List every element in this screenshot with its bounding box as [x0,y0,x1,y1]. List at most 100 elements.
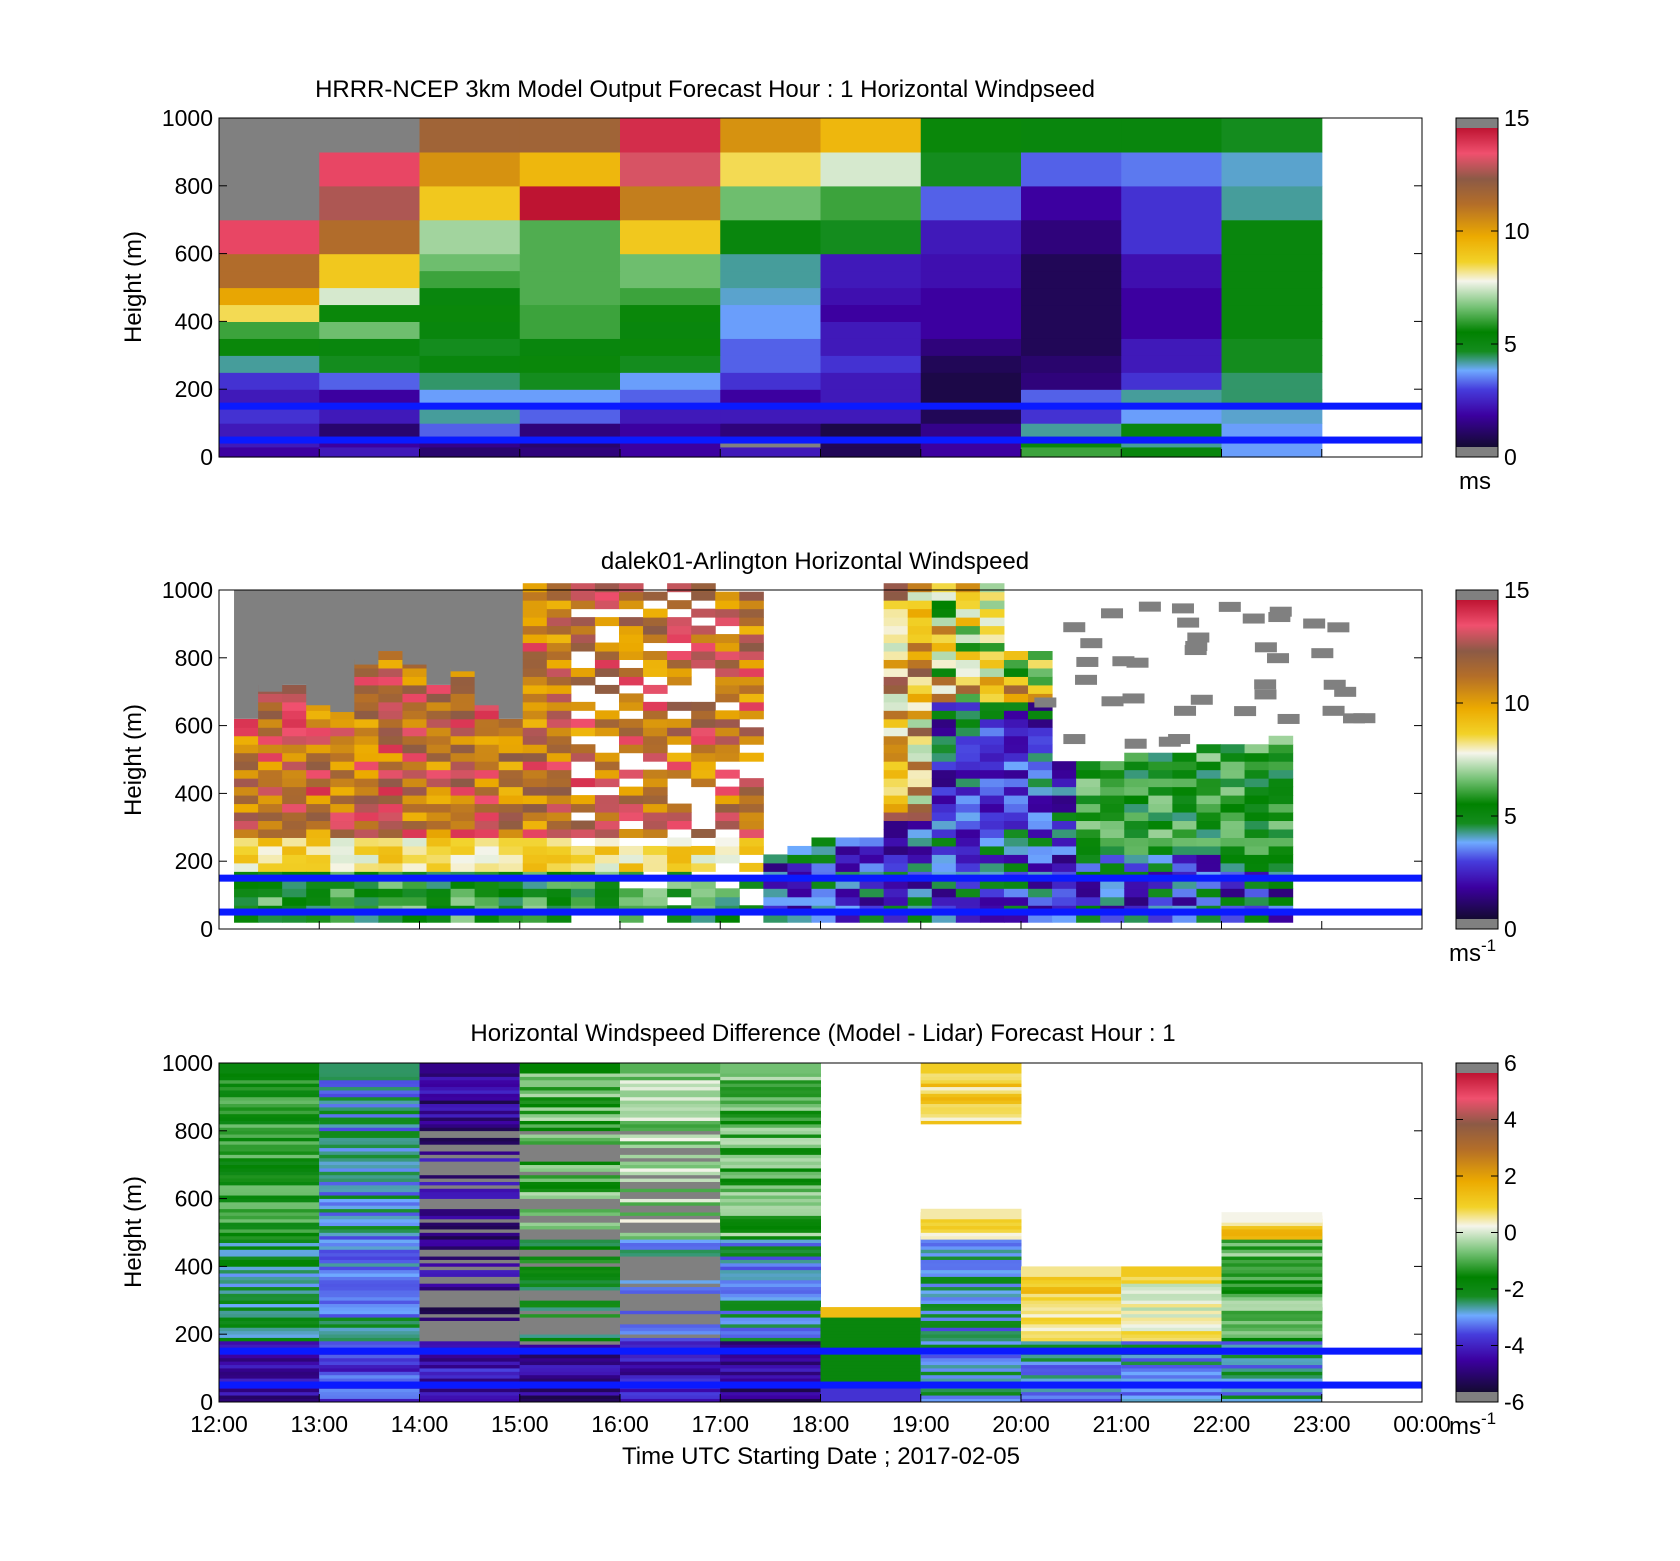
colorbar-unit: ms-1 [1449,1409,1496,1440]
heatmap-cell [883,735,909,745]
heatmap-cell [643,803,668,813]
heatmap-cell [319,151,421,187]
heatmap-cell [570,617,596,627]
heatmap-cell [667,600,692,610]
heatmap-cell [907,862,933,872]
heatmap-cell [907,896,933,906]
reference-height-line [219,874,1422,882]
heatmap-cell [955,888,981,898]
heatmap-cell [474,803,500,813]
heatmap-cell [883,828,909,838]
heatmap-cell [594,879,620,889]
heatmap-cell [739,879,764,889]
heatmap-cell [282,735,307,745]
heatmap-cell [354,786,379,796]
missing-data-cell [1254,679,1277,690]
heatmap-cell [620,406,721,424]
missing-data-cell [1254,642,1277,653]
heatmap-cell [474,896,500,906]
heatmap-cell [720,253,822,272]
heatmap-cell [715,718,740,728]
heatmap-cell [282,845,307,855]
heatmap-cell [258,854,283,864]
heatmap-cell [519,270,621,289]
heatmap-cell [426,862,452,872]
heatmap-cell [378,786,403,796]
heatmap-cell [979,786,1005,796]
heatmap-cell [643,634,668,644]
heatmap-cell [1196,786,1221,796]
heatmap-cell [1121,338,1223,356]
heatmap-cell [522,896,548,906]
heatmap-cell [720,118,822,153]
heatmap-cell [219,446,320,458]
y-tick-label: 200 [175,848,213,874]
heatmap-cell [1076,828,1101,838]
heatmap-cell [1052,888,1077,898]
heatmap-cell [402,845,428,855]
heatmap-cell [354,676,379,686]
heatmap-cell [519,406,621,424]
missing-data-cell [1323,679,1346,690]
heatmap-cell [1148,837,1173,847]
heatmap-cell [955,862,981,872]
heatmap-cell [1003,888,1029,898]
heatmap-cell [1003,837,1029,847]
heatmap-cell [907,710,933,720]
heatmap-cell [883,727,909,737]
heatmap-cell [1028,896,1053,906]
heatmap-cell [258,761,283,771]
missing-data-cell [354,590,379,665]
heatmap-cell [618,845,644,855]
heatmap-cell [330,718,355,728]
missing-data-cell [1322,705,1345,716]
heatmap-cell [450,812,476,822]
heatmap-cell [378,879,403,889]
heatmap-cell [720,406,822,424]
heatmap-cell [1003,761,1029,771]
heatmap-cell [667,803,692,813]
heatmap-cell [931,608,957,618]
heatmap-cell [907,778,933,788]
heatmap-cell [618,862,644,872]
heatmap-cell [474,820,500,830]
heatmap-cell [955,837,981,847]
heatmap-cell [402,896,428,906]
heatmap-cell [979,600,1005,610]
missing-data-cell [1158,736,1181,747]
heatmap-cell [859,896,885,906]
y-tick-label: 0 [200,1389,213,1415]
heatmap-cell [474,761,500,771]
heatmap-cell [498,828,524,838]
heatmap-cell [1003,913,1029,923]
heatmap-cell [306,727,331,737]
heatmap-cell [378,693,403,703]
heatmap-cell [354,701,379,711]
heatmap-cell [691,642,716,652]
heatmap-cell [1268,828,1294,838]
heatmap-cell [1196,778,1221,788]
heatmap-cell [234,727,259,737]
heatmap-cell [763,913,788,923]
heatmap-cell [319,253,421,272]
heatmap-cell [319,446,421,458]
colorbar-gradient [1456,128,1498,447]
heatmap-cell [546,769,572,779]
heatmap-cell [667,659,692,669]
heatmap-cell [691,752,716,762]
heatmap-cell [667,634,692,644]
heatmap-cell [1028,913,1053,923]
heatmap-cell [883,786,909,796]
heatmap-cell [787,845,812,855]
heatmap-cell [1244,820,1270,830]
heatmap-cell [820,355,922,373]
heatmap-cell [258,913,283,923]
heatmap-cell [330,896,355,906]
heatmap-cell [883,769,909,779]
heatmap-cell [715,710,740,720]
heatmap-cell [979,803,1005,813]
missing-data-cell [450,590,476,672]
heatmap-cell [920,287,1022,306]
heatmap-cell [1220,837,1246,847]
heatmap-cell [330,879,355,889]
